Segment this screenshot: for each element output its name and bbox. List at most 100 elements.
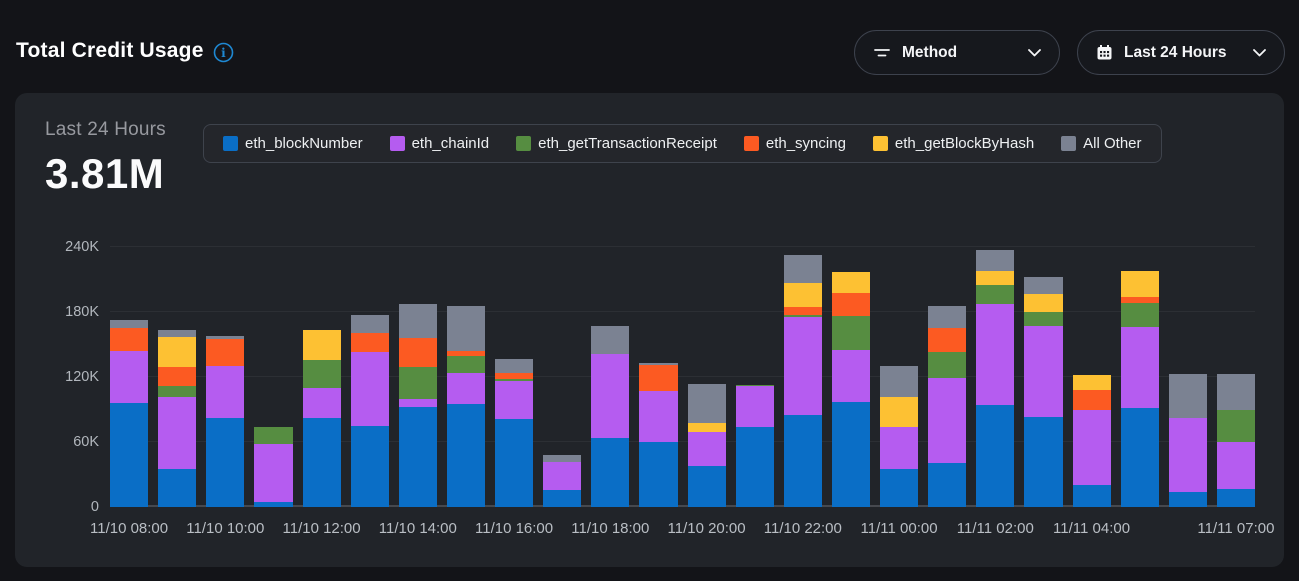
bar-segment[interactable] [446, 351, 485, 357]
bar-segment[interactable] [976, 250, 1015, 271]
bar-segment[interactable] [639, 365, 678, 392]
bar-segment[interactable] [1072, 485, 1111, 507]
bar-segment[interactable] [639, 442, 678, 507]
bar-segment[interactable] [687, 465, 726, 507]
bar-segment[interactable] [1024, 277, 1063, 294]
bar-segment[interactable] [158, 336, 197, 368]
bar-segment[interactable] [495, 372, 534, 380]
bar-segment[interactable] [543, 461, 582, 490]
bar-segment[interactable] [495, 358, 534, 373]
bar-segment[interactable] [831, 271, 870, 293]
bar-segment[interactable] [735, 384, 774, 386]
bar-segment[interactable] [1168, 373, 1207, 419]
bar-segment[interactable] [110, 403, 149, 507]
bar-segment[interactable] [976, 284, 1015, 305]
bar-segment[interactable] [591, 326, 630, 355]
bar-segment[interactable] [254, 444, 293, 502]
bar-segment[interactable] [1120, 327, 1159, 409]
legend-item[interactable]: eth_blockNumber [223, 135, 363, 152]
bar-segment[interactable] [446, 404, 485, 507]
legend-item[interactable]: eth_getTransactionReceipt [516, 135, 717, 152]
bar-segment[interactable] [254, 426, 293, 445]
bar-segment[interactable] [831, 401, 870, 507]
bar-segment[interactable] [446, 372, 485, 405]
bar-segment[interactable] [302, 359, 341, 388]
bar-segment[interactable] [591, 354, 630, 438]
bar-segment[interactable] [880, 366, 919, 397]
bar-segment[interactable] [446, 305, 485, 352]
legend-item[interactable]: eth_chainId [389, 135, 489, 152]
bar-segment[interactable] [687, 432, 726, 466]
bar-segment[interactable] [1024, 417, 1063, 507]
bar-segment[interactable] [783, 282, 822, 307]
bar-segment[interactable] [976, 270, 1015, 285]
bar-segment[interactable] [928, 328, 967, 353]
bar-segment[interactable] [398, 338, 437, 368]
bar-segment[interactable] [110, 328, 149, 351]
bar-segment[interactable] [687, 422, 726, 433]
bar-segment[interactable] [880, 396, 919, 427]
bar-segment[interactable] [639, 362, 678, 366]
bar-segment[interactable] [783, 254, 822, 283]
method-dropdown[interactable]: Method [854, 30, 1060, 75]
legend-item[interactable]: eth_getBlockByHash [872, 135, 1034, 152]
bar-segment[interactable] [928, 378, 967, 463]
bar-segment[interactable] [1216, 488, 1255, 507]
bar-segment[interactable] [302, 387, 341, 419]
bar-segment[interactable] [928, 352, 967, 379]
bar-segment[interactable] [1024, 326, 1063, 418]
bar-segment[interactable] [976, 304, 1015, 406]
bar-segment[interactable] [976, 405, 1015, 507]
bar-segment[interactable] [783, 306, 822, 316]
bar-segment[interactable] [398, 407, 437, 507]
bar-segment[interactable] [1216, 442, 1255, 489]
bar-segment[interactable] [543, 455, 582, 462]
legend-item[interactable]: All Other [1061, 135, 1142, 152]
bar-segment[interactable] [495, 419, 534, 507]
time-range-dropdown[interactable]: Last 24 Hours [1077, 30, 1285, 75]
bar-segment[interactable] [1120, 270, 1159, 297]
bar-segment[interactable] [158, 367, 197, 386]
bar-segment[interactable] [735, 385, 774, 427]
bar-segment[interactable] [158, 385, 197, 397]
bar-segment[interactable] [206, 418, 245, 507]
bar-segment[interactable] [158, 396, 197, 470]
bar-segment[interactable] [1216, 409, 1255, 443]
bar-segment[interactable] [254, 501, 293, 507]
bar-segment[interactable] [1120, 408, 1159, 507]
bar-segment[interactable] [495, 381, 534, 420]
bar-segment[interactable] [783, 315, 822, 318]
bar-segment[interactable] [206, 366, 245, 419]
bar-segment[interactable] [880, 469, 919, 507]
bar-segment[interactable] [350, 315, 389, 333]
bar-segment[interactable] [831, 349, 870, 402]
bar-segment[interactable] [350, 352, 389, 426]
bar-segment[interactable] [206, 339, 245, 367]
bar-segment[interactable] [1072, 374, 1111, 391]
bar-segment[interactable] [495, 379, 534, 382]
bar-segment[interactable] [302, 418, 341, 507]
bar-segment[interactable] [831, 316, 870, 350]
bar-segment[interactable] [1168, 491, 1207, 507]
bar-segment[interactable] [880, 426, 919, 470]
info-icon[interactable]: i [213, 42, 234, 63]
bar-segment[interactable] [543, 489, 582, 507]
bar-segment[interactable] [302, 330, 341, 360]
bar-segment[interactable] [1072, 390, 1111, 410]
legend-item[interactable]: eth_syncing [743, 135, 846, 152]
bar-segment[interactable] [783, 317, 822, 415]
bar-segment[interactable] [1120, 296, 1159, 304]
bar-segment[interactable] [158, 469, 197, 507]
bar-segment[interactable] [1216, 373, 1255, 410]
bar-segment[interactable] [398, 367, 437, 399]
bar-segment[interactable] [591, 437, 630, 507]
bar-segment[interactable] [1024, 293, 1063, 313]
bar-segment[interactable] [1120, 303, 1159, 328]
bar-segment[interactable] [1168, 418, 1207, 492]
bar-segment[interactable] [110, 319, 149, 329]
bar-segment[interactable] [687, 383, 726, 423]
bar-segment[interactable] [735, 426, 774, 507]
bar-segment[interactable] [398, 304, 437, 339]
bar-segment[interactable] [1072, 409, 1111, 486]
bar-segment[interactable] [446, 356, 485, 373]
